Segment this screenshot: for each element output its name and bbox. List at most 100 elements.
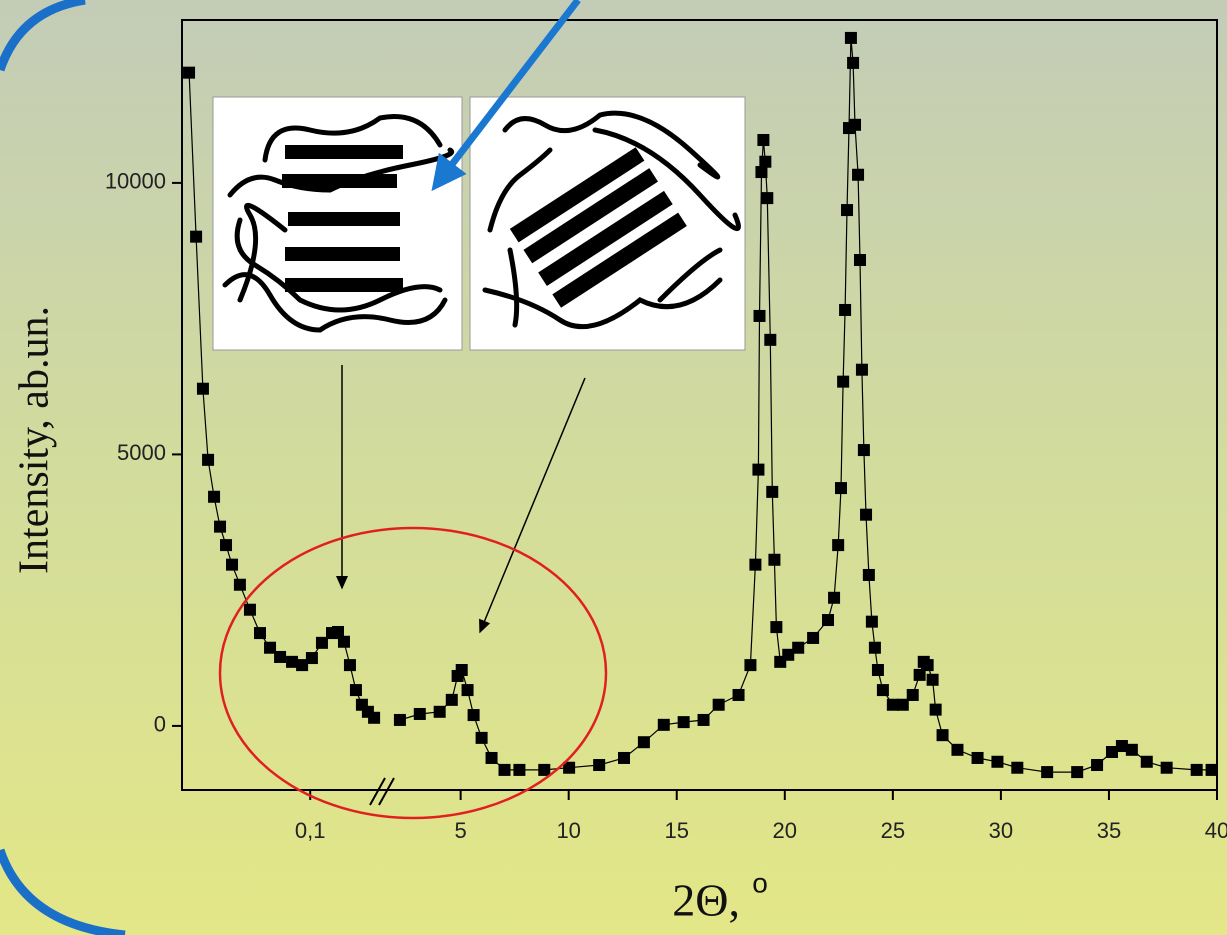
- frame-arc: [0, 0, 86, 72]
- x-axis-unit: o: [752, 867, 768, 898]
- data-point: [202, 453, 215, 466]
- data-point: [349, 684, 362, 697]
- data-point: [563, 761, 576, 774]
- data-point: [841, 204, 854, 217]
- data-point: [936, 729, 949, 742]
- data-point: [593, 759, 606, 772]
- data-point: [871, 663, 884, 676]
- data-point: [929, 703, 942, 716]
- data-point: [220, 539, 233, 552]
- data-point: [1115, 740, 1128, 753]
- data-point: [759, 155, 772, 168]
- x-tick-label: 20: [773, 818, 797, 843]
- data-point: [847, 56, 860, 69]
- data-point: [1041, 766, 1054, 779]
- data-point: [485, 751, 498, 764]
- highlight-ellipse: [218, 526, 608, 820]
- data-point: [337, 635, 350, 648]
- data-point: [862, 568, 875, 581]
- data-point: [849, 118, 862, 131]
- data-point: [868, 641, 881, 654]
- data-point: [196, 382, 209, 395]
- y-tick-label: 10000: [105, 169, 166, 194]
- data-point: [853, 254, 866, 267]
- x-tick-label: 5: [455, 818, 467, 843]
- data-point: [855, 363, 868, 376]
- data-point: [190, 230, 203, 243]
- data-point: [860, 508, 873, 521]
- y-tick-label: 5000: [117, 440, 166, 465]
- data-point: [766, 485, 779, 498]
- data-point: [837, 375, 850, 388]
- inset: [212, 96, 746, 351]
- data-point: [513, 763, 526, 776]
- data-point: [842, 122, 855, 135]
- data-point: [913, 668, 926, 681]
- data-point: [183, 66, 196, 79]
- x-tick-label: 10: [556, 818, 580, 843]
- data-point: [368, 711, 381, 724]
- data-point: [233, 578, 246, 591]
- x-tick-label: 30: [989, 818, 1013, 843]
- data-point: [865, 615, 878, 628]
- data-point: [857, 444, 870, 457]
- data-point: [264, 641, 277, 654]
- data-point: [455, 663, 468, 676]
- data-point: [792, 641, 805, 654]
- data-point: [214, 520, 227, 533]
- data-point: [876, 684, 889, 697]
- data-point: [768, 553, 781, 566]
- x-axis-label: 2Θ,: [672, 875, 740, 926]
- annotation-arrow: [479, 377, 586, 634]
- data-point: [832, 539, 845, 552]
- data-point: [475, 731, 488, 744]
- data-point: [755, 166, 768, 179]
- data-point: [757, 134, 770, 147]
- data-point: [764, 333, 777, 346]
- data-point: [274, 650, 287, 663]
- data-point: [844, 31, 857, 44]
- data-point: [305, 652, 318, 665]
- data-point: [618, 751, 631, 764]
- data-point: [433, 705, 446, 718]
- data-point: [822, 614, 835, 627]
- axis-break: [369, 777, 395, 806]
- data-point: [677, 716, 690, 729]
- x-tick-label: 25: [881, 818, 905, 843]
- data-point: [1071, 766, 1084, 779]
- data-point: [807, 631, 820, 644]
- data-point: [828, 591, 841, 604]
- data-point: [732, 688, 745, 701]
- data-point: [637, 736, 650, 749]
- data-point: [749, 558, 762, 571]
- data-point: [226, 558, 239, 571]
- data-point: [1091, 759, 1104, 772]
- data-point: [697, 713, 710, 726]
- data-point: [991, 755, 1004, 768]
- data-point: [1160, 761, 1173, 774]
- x-tick-label: 40: [1205, 818, 1227, 843]
- data-point: [253, 627, 266, 640]
- data-point: [886, 698, 899, 711]
- data-point: [951, 743, 964, 756]
- data-point: [413, 707, 426, 720]
- y-tick-label: 0: [154, 712, 166, 737]
- y-axis-label: Intensity, ab.un.: [12, 306, 58, 574]
- plot-frame: [181, 19, 1218, 791]
- x-tick-label: 15: [664, 818, 688, 843]
- data-point: [393, 713, 406, 726]
- data-point: [770, 621, 783, 634]
- data-point: [753, 309, 766, 322]
- data-point: [839, 303, 852, 316]
- data-point: [208, 490, 221, 503]
- data-line: [399, 37, 1212, 773]
- frame-arc: [0, 848, 126, 935]
- pointer-arrow: [431, 0, 581, 192]
- data-point: [243, 603, 256, 616]
- data-point: [971, 751, 984, 764]
- data-point: [461, 684, 474, 697]
- data-point: [467, 709, 480, 722]
- data-point: [538, 763, 551, 776]
- data-point: [834, 482, 847, 495]
